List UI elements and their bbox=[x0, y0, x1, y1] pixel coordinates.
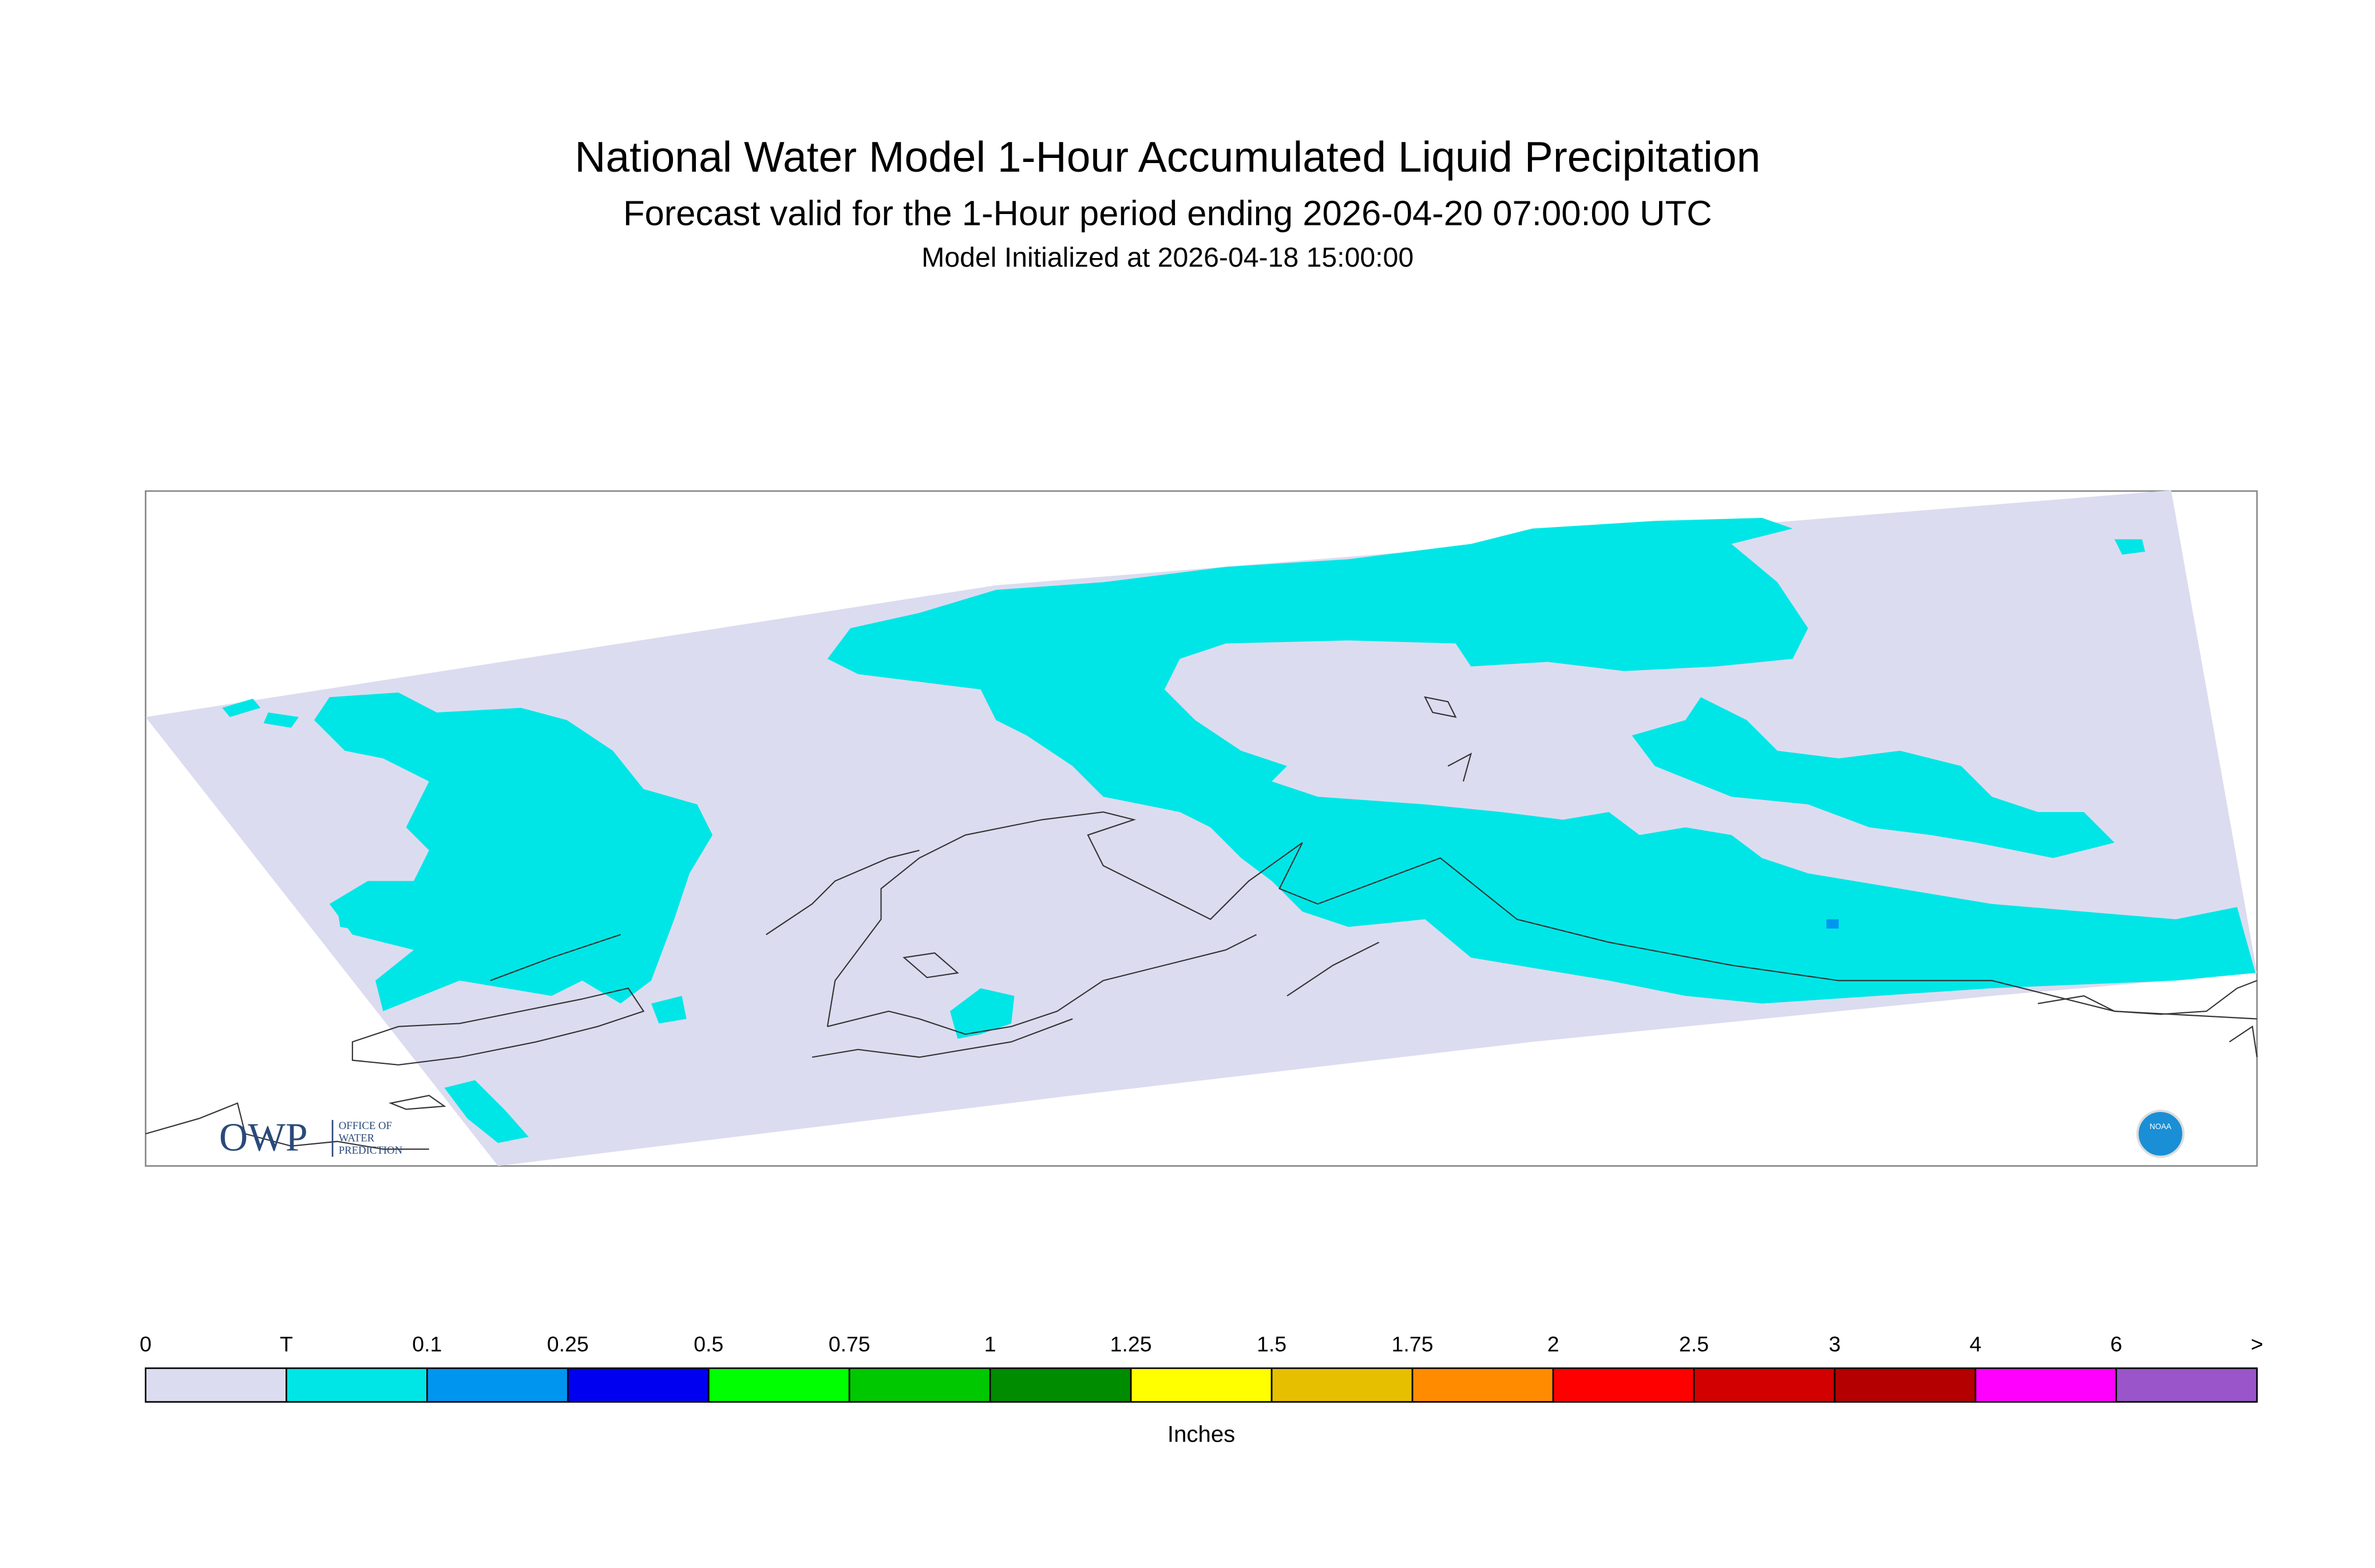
colorbar-swatch bbox=[1974, 1367, 2117, 1403]
precip-area bbox=[651, 996, 687, 1024]
coastline bbox=[351, 987, 645, 1066]
init-time: Model Initialized at 2026-04-18 15:00:00 bbox=[921, 242, 1414, 273]
colorbar-swatch bbox=[2115, 1367, 2258, 1403]
colorbar-swatch bbox=[1270, 1367, 1414, 1403]
colorbar-label: 6 bbox=[2110, 1332, 2122, 1356]
colorbar-swatch bbox=[1552, 1367, 1695, 1403]
logo-line: WATER bbox=[339, 1133, 375, 1145]
colorbar-swatch bbox=[1411, 1367, 1554, 1403]
colorbar-label: 0.5 bbox=[694, 1332, 723, 1356]
coastline bbox=[826, 811, 2257, 1027]
precip-area bbox=[263, 712, 299, 728]
colorbar-swatch bbox=[707, 1367, 850, 1403]
coastline bbox=[2229, 1025, 2258, 1058]
colorbar-label: > bbox=[2251, 1332, 2263, 1356]
precip-area bbox=[827, 517, 2256, 1004]
coastline bbox=[2037, 980, 2258, 1015]
title: National Water Model 1-Hour Accumulated … bbox=[575, 133, 1760, 181]
coastline bbox=[812, 1018, 1073, 1058]
coastline bbox=[827, 934, 1257, 1035]
coastline bbox=[389, 1095, 446, 1110]
precip-area bbox=[337, 906, 376, 932]
owp-logo: OWP OFFICE OF WATER PREDICTION bbox=[219, 1116, 403, 1160]
colorbar-label: 0.25 bbox=[547, 1332, 589, 1356]
colorbar-label: T bbox=[280, 1332, 293, 1356]
precip-area bbox=[222, 698, 261, 717]
map: OWP OFFICE OF WATER PREDICTION NOAA bbox=[145, 490, 2258, 1167]
noaa-logo: NOAA bbox=[2136, 1110, 2185, 1158]
colorbar-swatch bbox=[1130, 1367, 1273, 1403]
colorbar-label: 1.5 bbox=[1257, 1332, 1287, 1356]
colorbar-swatch bbox=[286, 1367, 428, 1403]
coastline bbox=[490, 934, 621, 981]
colorbar-label: 0.75 bbox=[829, 1332, 870, 1356]
logo-line: OFFICE OF bbox=[339, 1120, 392, 1132]
coastlines bbox=[145, 696, 2258, 1150]
coastline bbox=[1447, 753, 1472, 782]
colorbar-label: 1 bbox=[984, 1332, 996, 1356]
noaa-text: NOAA bbox=[2150, 1122, 2171, 1131]
colorbar-unit: Inches bbox=[1167, 1421, 1235, 1447]
colorbar-swatch bbox=[1834, 1367, 1977, 1403]
colorbar-label: 4 bbox=[1969, 1332, 1981, 1356]
colorbar-label: 1.25 bbox=[1110, 1332, 1152, 1356]
precip-area bbox=[950, 988, 1015, 1039]
colorbar-label: 2 bbox=[1547, 1332, 1559, 1356]
colorbar-label: 3 bbox=[1828, 1332, 1840, 1356]
colorbar-label: 0.1 bbox=[412, 1332, 442, 1356]
precip-cell bbox=[1826, 919, 1839, 929]
noaa-emblem bbox=[2136, 1110, 2185, 1158]
precip-area bbox=[444, 1080, 529, 1143]
subtitle: Forecast valid for the 1-Hour period end… bbox=[623, 194, 1712, 233]
colorbar-swatch bbox=[1693, 1367, 1836, 1403]
precip-area bbox=[314, 692, 713, 1012]
colorbar-swatch bbox=[989, 1367, 1132, 1403]
colorbar-label: 1.75 bbox=[1392, 1332, 1434, 1356]
precip-areas bbox=[222, 517, 2256, 1143]
coastline bbox=[1424, 696, 1457, 718]
coastline bbox=[766, 849, 920, 936]
logo-text: OWP bbox=[219, 1116, 308, 1160]
coastline bbox=[1287, 941, 1380, 997]
precip-area bbox=[1632, 697, 2115, 858]
logo-line: PREDICTION bbox=[339, 1145, 403, 1157]
colorbar-swatch bbox=[426, 1367, 569, 1403]
coastline bbox=[902, 952, 959, 979]
colorbar-swatch bbox=[848, 1367, 991, 1403]
colorbar-label: 0 bbox=[140, 1332, 152, 1356]
colorbar-swatch bbox=[145, 1367, 287, 1403]
colorbar-swatch bbox=[567, 1367, 710, 1403]
colorbar: Inches 0 T 0.1 0.25 0.5 0.75 1 1.25 1.5 1.75 2 2.5 3… bbox=[140, 1332, 2263, 1447]
coastline bbox=[145, 1102, 429, 1150]
precip-area bbox=[2114, 539, 2146, 555]
colorbar-label: 2.5 bbox=[1679, 1332, 1709, 1356]
